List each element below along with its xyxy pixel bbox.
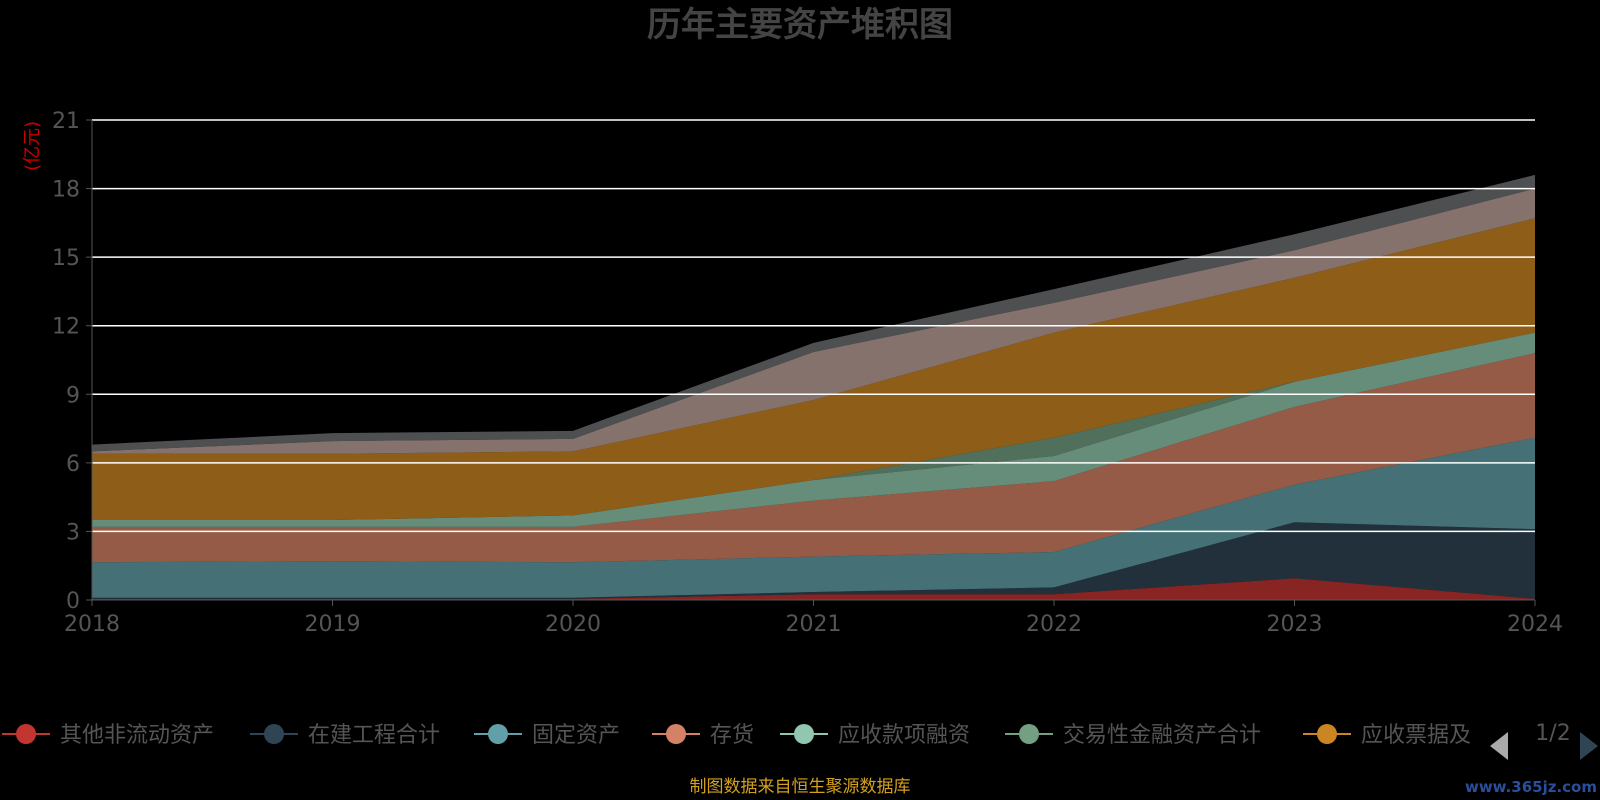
legend-item[interactable]: 其他非流动资产: [2, 723, 214, 748]
legend-marker-icon: [1317, 724, 1337, 744]
legend-item[interactable]: 在建工程合计: [250, 723, 440, 748]
area-series-1: [92, 578, 1535, 600]
legend-pager: 1/2: [1490, 721, 1598, 760]
source-note: 制图数据来自恒生聚源数据库: [690, 777, 911, 797]
legend: 其他非流动资产 在建工程合计 固定资产 存货 应收款项融资 交易性金融资产合计 应收票据及: [2, 723, 1471, 748]
legend-marker-icon: [488, 724, 508, 744]
legend-label: 应收票据及: [1361, 723, 1471, 748]
legend-marker-icon: [16, 724, 36, 744]
legend-label: 固定资产: [532, 723, 620, 748]
x-tick-label: 2022: [1026, 612, 1082, 637]
area-series-3: [92, 437, 1535, 598]
x-tick-label: 2023: [1267, 612, 1323, 637]
y-tick-label: 12: [52, 315, 80, 340]
legend-label: 在建工程合计: [308, 723, 440, 748]
legend-page-indicator: 1/2: [1535, 721, 1570, 746]
chart-title: 历年主要资产堆积图: [647, 5, 953, 45]
area-series-5: [92, 332, 1535, 527]
x-tick-label: 2019: [305, 612, 361, 637]
x-tick-label: 2020: [545, 612, 601, 637]
y-tick-label: 18: [52, 178, 80, 203]
x-tick-label: 2018: [64, 612, 120, 637]
legend-item[interactable]: 固定资产: [474, 723, 620, 748]
y-tick-label: 0: [66, 589, 80, 614]
legend-marker-icon: [264, 724, 284, 744]
area-series-7: [92, 218, 1535, 521]
legend-item[interactable]: 存货: [652, 723, 754, 748]
area-series-2: [92, 522, 1535, 599]
watermark: www.365jz.com: [1465, 778, 1597, 796]
legend-marker-icon: [794, 724, 814, 744]
y-tick-label: 21: [52, 109, 80, 134]
legend-marker-icon: [666, 724, 686, 744]
legend-label: 交易性金融资产合计: [1063, 723, 1261, 748]
x-tick-label: 2021: [786, 612, 842, 637]
legend-label: 其他非流动资产: [60, 723, 214, 748]
axes: 0 3 6 9 12 15 18 21 2018 2019 2020 2021 2022 2023 2024: [52, 109, 1563, 637]
legend-marker-icon: [1019, 724, 1039, 744]
plot-area: [92, 174, 1535, 600]
y-tick-label: 3: [66, 520, 80, 545]
legend-item[interactable]: 交易性金融资产合计: [1005, 723, 1261, 748]
y-tick-label: 15: [52, 246, 80, 271]
y-tick-label: 9: [66, 383, 80, 408]
legend-item[interactable]: 应收款项融资: [780, 723, 970, 748]
legend-item[interactable]: 应收票据及: [1303, 723, 1471, 748]
legend-label: 存货: [710, 723, 754, 748]
y-tick-label: 6: [66, 452, 80, 477]
legend-prev-icon[interactable]: [1490, 732, 1508, 760]
area-series-4: [92, 353, 1535, 563]
legend-next-icon[interactable]: [1580, 732, 1598, 760]
y-axis-label: (亿元): [22, 121, 43, 171]
x-tick-label: 2024: [1507, 612, 1563, 637]
legend-label: 应收款项融资: [838, 723, 970, 748]
grid-lines: [92, 119, 1535, 533]
